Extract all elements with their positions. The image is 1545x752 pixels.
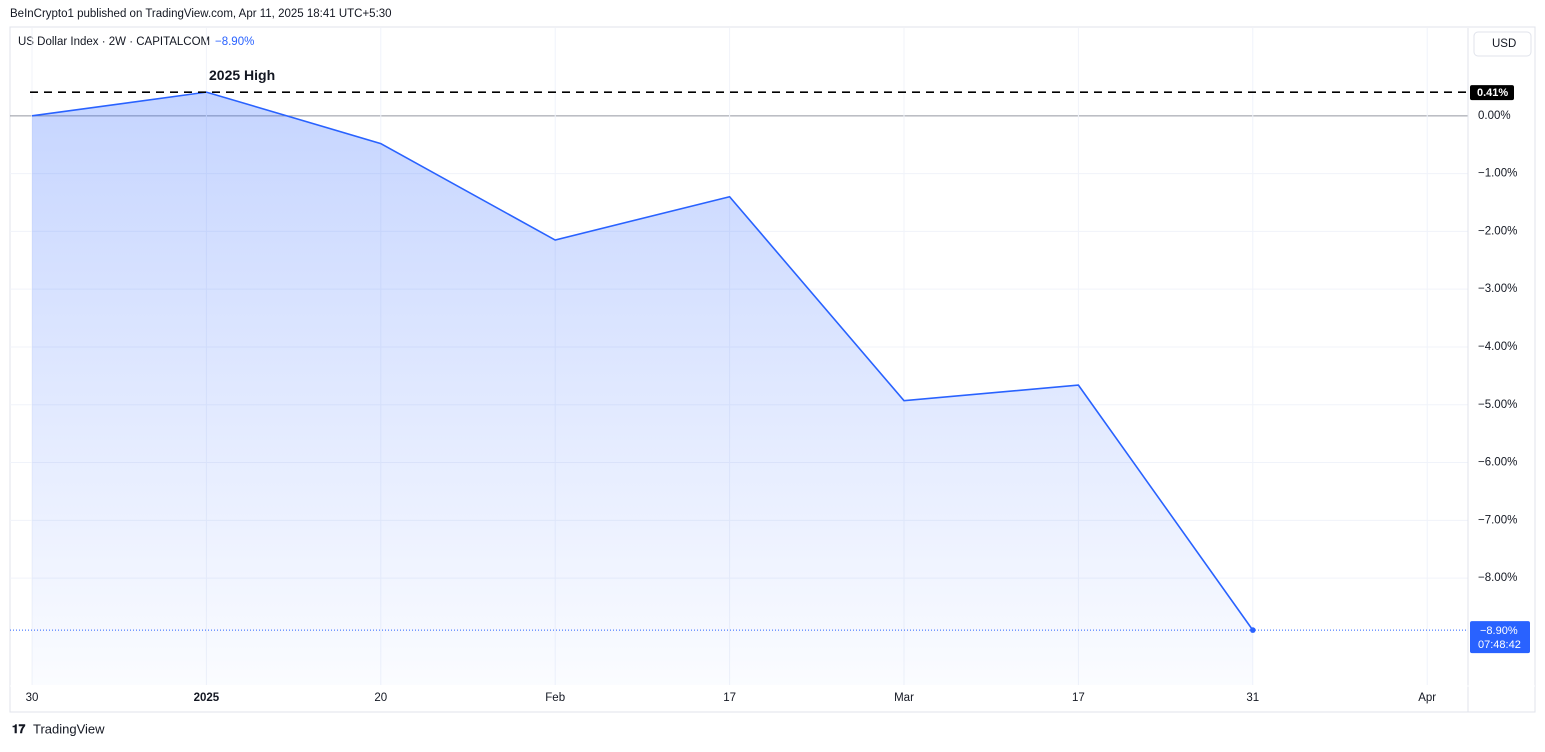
y-tick-label: 0.00%	[1478, 110, 1511, 122]
logo-mark: 𝟏𝟕	[12, 722, 26, 736]
y-tick-label: −8.00%	[1478, 572, 1517, 584]
area	[32, 92, 1253, 686]
x-tick-label: 2025	[194, 692, 220, 704]
price-tag-label: 0.41%	[1477, 87, 1508, 99]
x-tick-label: 30	[26, 692, 39, 704]
price-tag	[1470, 85, 1514, 101]
symbol: US Dollar Index · 2W · CAPITALCOM	[18, 36, 210, 48]
published-note: BeInCrypto1 published on TradingView.com…	[10, 8, 392, 20]
chart-frame	[9, 26, 1536, 713]
y-tick-label: −2.00%	[1478, 225, 1517, 237]
price-tag-label: −8.90%	[1480, 625, 1518, 637]
annotation: 2025 High	[209, 67, 275, 83]
y-tick-label: −3.00%	[1478, 283, 1517, 295]
currency-button[interactable]	[1473, 31, 1532, 57]
x-tick-label: Mar	[894, 692, 914, 704]
x-tick-label: Feb	[545, 692, 565, 704]
x-tick-label: 17	[723, 692, 736, 704]
brand: TradingView	[33, 721, 105, 736]
y-tick-label: −7.00%	[1478, 514, 1517, 526]
price-tag	[1470, 621, 1530, 654]
x-tick-label: 17	[1072, 692, 1085, 704]
line	[31, 91, 1254, 631]
x-tick-label: 20	[374, 692, 387, 704]
x-tick-label: Apr	[1418, 692, 1436, 704]
y-tick-label: −4.00%	[1478, 341, 1517, 353]
y-tick-label: −5.00%	[1478, 399, 1517, 411]
x-tick-label: 31	[1246, 692, 1259, 704]
currency: USD	[1492, 38, 1516, 50]
y-tick-label: −1.00%	[1478, 168, 1517, 180]
y-tick-label: −6.00%	[1478, 457, 1517, 469]
countdown: 07:48:42	[1478, 639, 1521, 651]
change: −8.90%	[215, 36, 254, 48]
